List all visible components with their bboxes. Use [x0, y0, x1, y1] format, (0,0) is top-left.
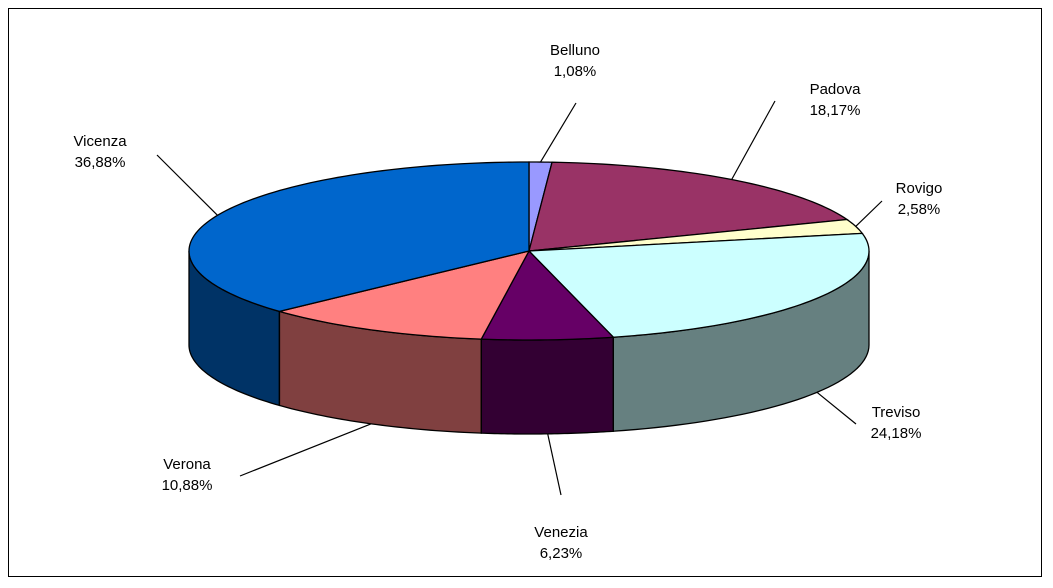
- label-value-venezia: 6,23%: [540, 545, 583, 562]
- leader-line-verona: [239, 423, 372, 477]
- leader-line-padova: [731, 100, 776, 180]
- label-name-belluno: Belluno: [550, 42, 600, 59]
- label-value-treviso: 24,18%: [871, 425, 922, 442]
- leader-line-treviso: [816, 391, 857, 425]
- leader-line-rovigo: [855, 200, 883, 227]
- label-value-padova: 18,17%: [810, 102, 861, 119]
- slice-vicenza: [188, 161, 530, 313]
- slice-venezia: [480, 249, 615, 341]
- label-name-venezia: Venezia: [534, 524, 588, 541]
- slice-verona: [276, 250, 531, 340]
- label-name-vicenza: Vicenza: [73, 133, 127, 150]
- label-name-verona: Verona: [163, 456, 211, 473]
- label-value-rovigo: 2,58%: [898, 201, 941, 218]
- label-value-vicenza: 36,88%: [75, 154, 126, 171]
- label-name-padova: Padova: [810, 81, 862, 98]
- slice-side-venezia: [480, 336, 614, 435]
- label-value-belluno: 1,08%: [554, 63, 597, 80]
- leader-line-belluno: [539, 102, 577, 163]
- pie-side-walls: [188, 250, 870, 435]
- slice-padova: [528, 161, 849, 252]
- data-labels: Belluno 1,08% Padova 18,17% Rovigo 2,58% Trevi…: [73, 42, 942, 562]
- label-name-treviso: Treviso: [872, 404, 921, 421]
- label-name-rovigo: Rovigo: [896, 180, 943, 197]
- label-value-verona: 10,88%: [162, 477, 213, 494]
- leader-line-venezia: [547, 433, 562, 496]
- slice-treviso: [527, 232, 870, 338]
- leader-line-vicenza: [156, 154, 218, 216]
- pie-top-faces: [188, 161, 870, 341]
